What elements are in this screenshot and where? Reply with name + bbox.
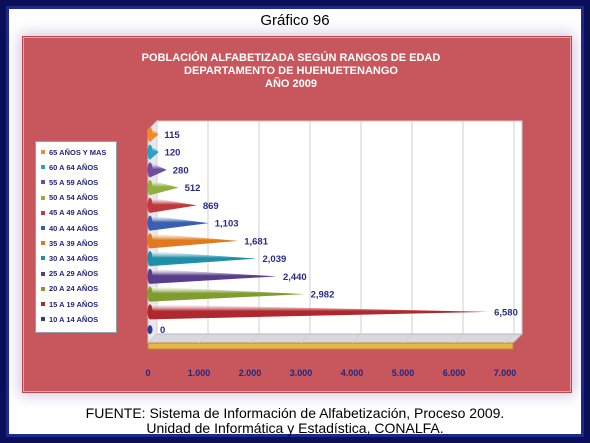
legend-label: 55 A 59 AÑOS [49, 177, 99, 187]
legend-item: 40 A 44 AÑOS [41, 221, 117, 235]
legend-item: 15 A 19 AÑOS [41, 297, 117, 311]
cone-base [147, 233, 153, 249]
x-tick-label: 2.000 [239, 368, 262, 378]
gridline-floor [198, 333, 209, 344]
cone-bar [150, 197, 197, 213]
cone-bar [150, 215, 209, 231]
cone-base [147, 162, 153, 178]
data-label: 512 [185, 183, 201, 194]
chart-title-line-3: AÑO 2009 [265, 78, 317, 90]
chart-title-line-2: DEPARTAMENTO DE HUEHUETENANGO [184, 65, 398, 77]
x-tick-label: 5.000 [392, 368, 415, 378]
source-line-1: FUENTE: Sistema de Información de Alfabe… [85, 405, 505, 421]
gridline-floor [147, 333, 158, 344]
x-tick-label: 7.000 [494, 368, 517, 378]
legend-item: 10 A 14 AÑOS [41, 312, 117, 326]
source-line-2: Unidad de Informática y Estadística, CON… [146, 420, 444, 436]
legend-swatch [41, 241, 45, 246]
x-tick-label: 6.000 [443, 368, 466, 378]
legend-label: 40 A 44 AÑOS [49, 223, 99, 233]
legend-label: 30 A 34 AÑOS [49, 253, 99, 263]
legend-item: 50 A 54 AÑOS [41, 191, 117, 205]
gridline-floor [300, 333, 311, 344]
cone-bar [147, 325, 153, 335]
chart-title-line-1: POBLACIÓN ALFABETIZADA SEGÚN RANGOS DE E… [141, 52, 441, 64]
legend-label: 50 A 54 AÑOS [49, 193, 99, 203]
gridline-floor [453, 333, 464, 344]
cone-bar [150, 286, 305, 302]
legend-label: 60 A 64 AÑOS [49, 162, 99, 172]
legend-swatch [41, 180, 45, 185]
legend-swatch [41, 256, 45, 261]
data-label: 2,039 [262, 254, 286, 265]
legend-label: 25 A 29 AÑOS [49, 269, 99, 279]
data-label: 115 [164, 130, 180, 141]
legend-label: 10 A 14 AÑOS [49, 314, 99, 324]
cone-base [147, 251, 153, 267]
legend-item: 55 A 59 AÑOS [41, 175, 117, 189]
legend-label: 20 A 24 AÑOS [49, 284, 99, 294]
legend-swatch [41, 226, 45, 230]
cone-base [147, 126, 153, 142]
legend-swatch [41, 150, 45, 154]
legend-item: 20 A 24 AÑOS [41, 282, 117, 296]
x-tick-label: 4.000 [341, 368, 364, 378]
legend-label: 15 A 19 AÑOS [49, 299, 99, 309]
cone-base [147, 197, 153, 213]
data-label: 120 [165, 148, 181, 159]
legend-item: 45 A 49 AÑOS [41, 206, 117, 220]
data-label: 1,103 [215, 219, 239, 230]
legend-label: 35 A 39 AÑOS [49, 238, 99, 248]
cone-bar [150, 268, 277, 284]
cone-base [147, 268, 153, 284]
legend-item: 35 A 39 AÑOS [41, 236, 117, 250]
data-label: 869 [203, 201, 219, 212]
page-title: Gráfico 96 [260, 12, 330, 29]
data-label: 2,982 [311, 290, 335, 301]
cone-base [147, 304, 153, 320]
cone-bar [150, 304, 489, 320]
cone-bar [150, 162, 167, 178]
legend-swatch [41, 195, 45, 200]
cone-bar [150, 251, 257, 267]
gridline-floor [504, 333, 515, 344]
legend-item: 30 A 34 AÑOS [41, 251, 117, 265]
legend-item: 60 A 64 AÑOS [41, 160, 117, 174]
legend-label: 45 A 49 AÑOS [49, 208, 99, 218]
gridline-floor [249, 333, 260, 344]
chart-legend: 65 AÑOS Y MAS 60 A 64 AÑOS 55 A 59 AÑOS 50 … [35, 141, 117, 333]
data-label: 6,580 [494, 307, 518, 318]
data-label: 1,681 [244, 236, 268, 247]
gridline-floor [402, 333, 413, 344]
legend-label: 65 AÑOS Y MAS [49, 147, 107, 157]
plot-back-wall [156, 120, 523, 335]
cone-bar [150, 233, 239, 249]
cone-base [147, 286, 153, 302]
legend-item: 65 AÑOS Y MAS [41, 145, 117, 159]
legend-swatch [41, 271, 45, 276]
data-label: 280 [173, 165, 189, 176]
data-label: 2,440 [283, 272, 307, 283]
x-tick-label: 0 [145, 368, 150, 378]
cone-base [147, 144, 153, 160]
data-label: 0 [160, 325, 165, 336]
x-tick-label: 1.000 [188, 368, 211, 378]
legend-swatch [41, 317, 45, 322]
cone-base [147, 180, 153, 196]
legend-swatch [41, 210, 45, 215]
legend-swatch [41, 302, 45, 306]
cone-base [147, 215, 153, 231]
x-tick-label: 3.000 [290, 368, 313, 378]
legend-swatch [41, 165, 45, 170]
gridline-floor [351, 333, 362, 344]
plot-floor-edge [147, 342, 514, 350]
legend-swatch [41, 286, 45, 291]
legend-item: 25 A 29 AÑOS [41, 267, 117, 281]
cone-bar [150, 180, 179, 196]
